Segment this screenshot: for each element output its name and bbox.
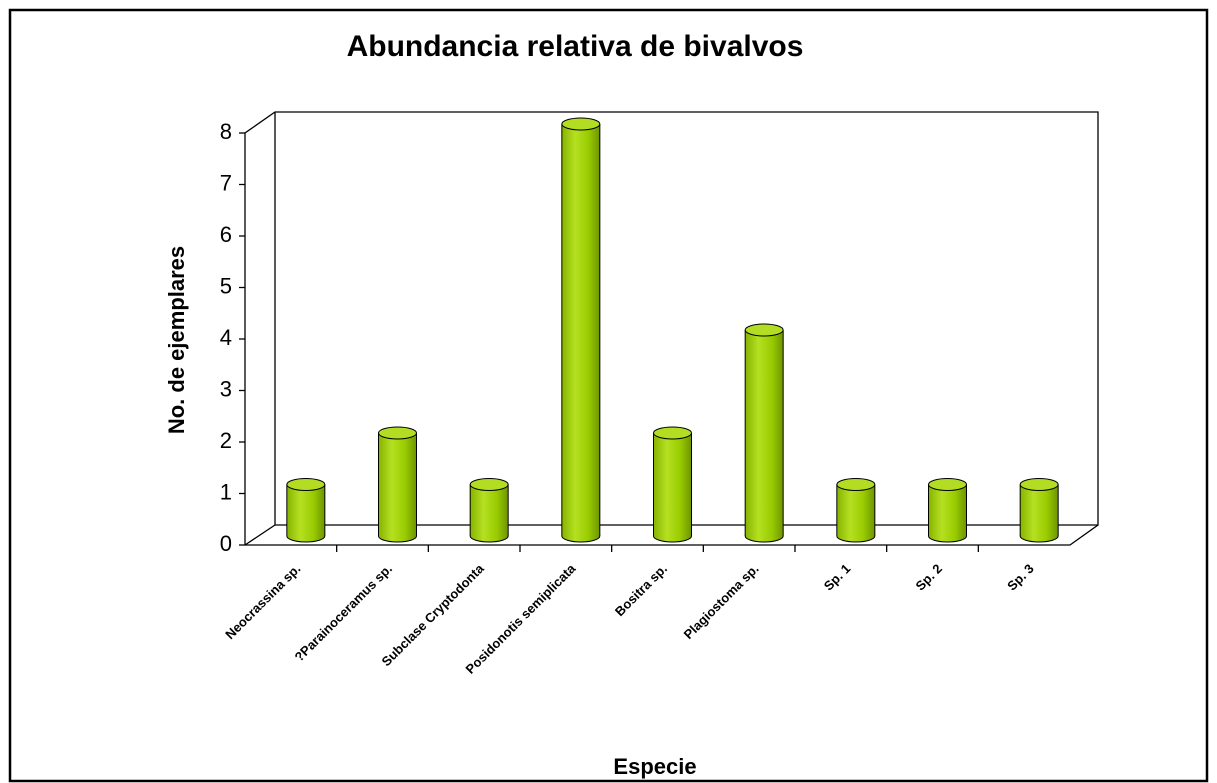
y-tick-label: 1 bbox=[220, 479, 232, 504]
bar bbox=[1019, 478, 1059, 543]
y-tick-label: 7 bbox=[220, 170, 232, 195]
y-tick-label: 0 bbox=[220, 531, 232, 556]
bar bbox=[744, 323, 784, 543]
bar-top bbox=[378, 426, 417, 440]
floor-edge bbox=[244, 524, 276, 546]
x-axis-label: Especie bbox=[613, 754, 696, 779]
bar-body bbox=[745, 330, 784, 536]
bar-top bbox=[1019, 478, 1059, 491]
bar-body bbox=[836, 484, 875, 536]
y-tick-label: 3 bbox=[220, 376, 232, 401]
bar-top bbox=[286, 478, 326, 491]
bar-top bbox=[469, 478, 509, 491]
bar-body bbox=[561, 124, 600, 536]
bar-body bbox=[1020, 484, 1059, 536]
bar-top bbox=[744, 323, 784, 337]
bar bbox=[378, 426, 417, 543]
y-tick-label: 5 bbox=[220, 273, 232, 298]
bar bbox=[653, 426, 692, 543]
bar-top bbox=[928, 478, 967, 491]
bar-body bbox=[378, 433, 417, 536]
y-tick-label: 6 bbox=[220, 222, 232, 247]
y-tick-label: 2 bbox=[220, 428, 232, 453]
chart-title: Abundancia relativa de bivalvos bbox=[347, 30, 804, 63]
bar-top bbox=[653, 426, 692, 440]
bar-body bbox=[928, 484, 967, 536]
y-axis-label: No. de ejemplares bbox=[164, 246, 189, 434]
bar-top bbox=[836, 478, 876, 491]
bar bbox=[928, 478, 967, 543]
bar bbox=[561, 117, 601, 543]
bar-body bbox=[653, 433, 692, 536]
bar bbox=[469, 478, 509, 543]
bar bbox=[836, 478, 876, 543]
bar-body bbox=[286, 484, 325, 536]
bar-body bbox=[470, 484, 509, 536]
bar bbox=[286, 478, 326, 543]
y-tick-label: 4 bbox=[220, 325, 232, 350]
y-tick-label: 8 bbox=[220, 119, 232, 144]
chart-frame bbox=[8, 8, 1209, 783]
bar-top bbox=[561, 117, 601, 131]
